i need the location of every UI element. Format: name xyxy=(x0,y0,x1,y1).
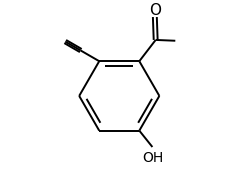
Text: O: O xyxy=(149,3,161,18)
Text: OH: OH xyxy=(142,151,164,165)
